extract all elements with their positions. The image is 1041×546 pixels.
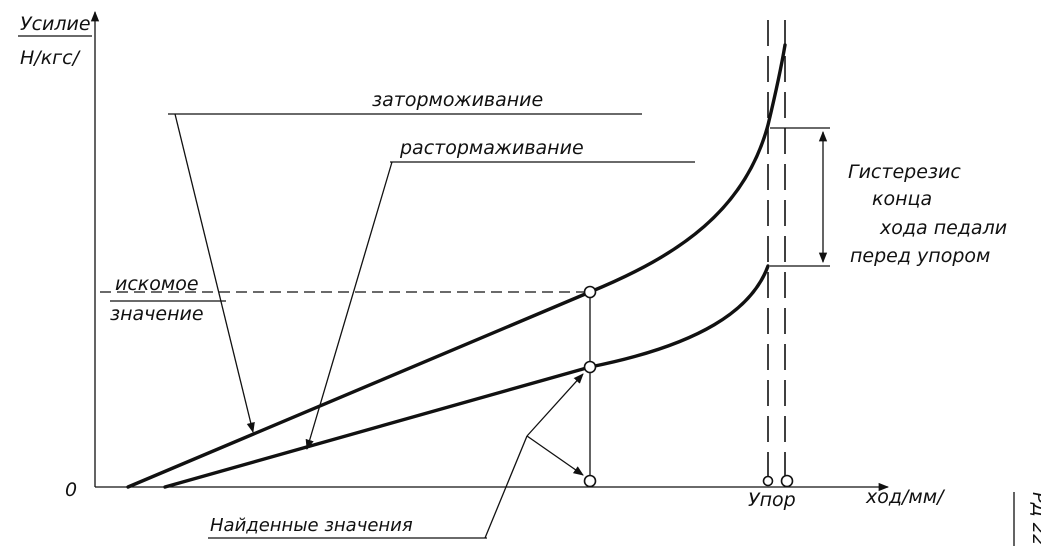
sought-value-label-line2: значение — [110, 303, 204, 325]
found-values-leader-upper — [526, 373, 584, 437]
sought-value-label-line1: искомое — [115, 273, 199, 295]
stop-label: Упор — [748, 489, 796, 511]
stop-point-right — [780, 474, 794, 488]
braking-curve-label: заторможивание — [372, 89, 543, 111]
x-axis-label: ход/мм/ — [865, 486, 946, 508]
hysteresis-line2: конца — [872, 188, 932, 210]
hysteresis-line3: хода педали — [879, 217, 1007, 239]
found-value-point-curve — [583, 360, 597, 374]
y-axis-label-line2: Н/кгс/ — [20, 47, 82, 69]
releasing-leader — [305, 161, 393, 450]
stop-point-left — [762, 475, 774, 487]
sought-value-point — [583, 285, 597, 299]
origin-label: 0 — [65, 479, 77, 501]
found-values-leader-lower — [526, 435, 584, 476]
found-values-label: Найденные значения — [210, 515, 413, 536]
hysteresis-line1: Гистерезис — [848, 161, 961, 183]
braking-curve — [126, 43, 787, 489]
releasing-curve — [163, 264, 770, 489]
releasing-curve-label: растормаживание — [399, 137, 584, 159]
margin-code: РД 22- — [1028, 492, 1041, 546]
found-values-leader-stem — [484, 435, 528, 539]
y-axis-label-line1: Усилие — [20, 13, 91, 35]
braking-leader — [174, 113, 255, 434]
found-value-point-axis — [583, 474, 597, 488]
hysteresis-line4: перед упором — [850, 245, 990, 267]
